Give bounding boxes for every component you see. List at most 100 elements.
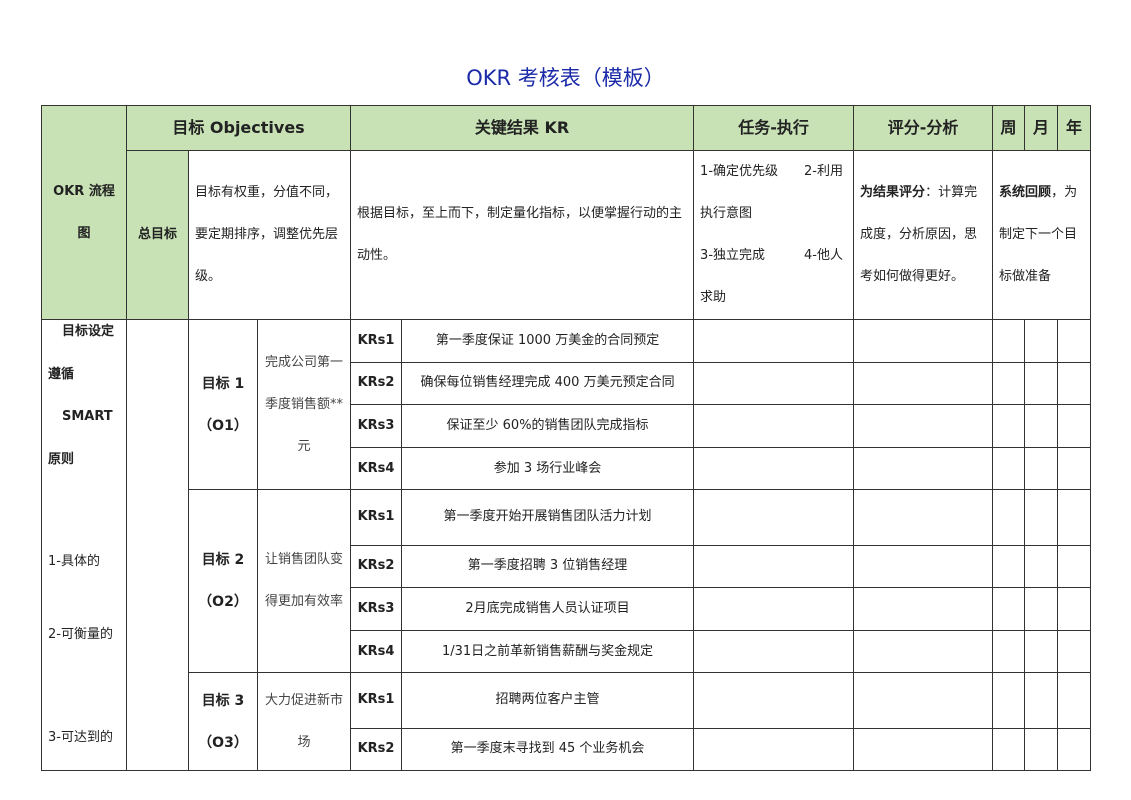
smart-line: 遵循 <box>48 366 75 382</box>
smart-line <box>48 492 120 522</box>
kr-text: 第一季度保证 1000 万美金的合同预定 <box>401 319 695 363</box>
tasks-description: 1-确定优先级 2-利用执行意图 3-独立完成 4-他人求助 <box>693 150 855 320</box>
kr-id: KRs1 <box>350 489 403 546</box>
objective-code: （O1） <box>198 417 248 434</box>
score-cell[interactable] <box>853 544 994 589</box>
task-cell[interactable] <box>693 446 855 491</box>
week-cell[interactable] <box>992 446 1026 491</box>
okr-flow-header: OKR 流程图 <box>41 105 127 320</box>
year-cell[interactable] <box>1057 544 1092 589</box>
objective-code: （O3） <box>198 734 248 751</box>
objective-name: 目标 1 <box>201 375 245 392</box>
table-row: 目标 2 （O2） 让销售团队变得更加有效率 KRs1 第一季度开始开展销售团队活力计划 <box>42 489 1092 674</box>
month-cell[interactable] <box>1024 544 1059 589</box>
kr-id: KRs3 <box>350 587 403 631</box>
kr-description: 根据目标，至上而下，制定量化指标，以便掌握行动的主动性。 <box>350 150 695 320</box>
year-cell[interactable] <box>1057 629 1092 674</box>
kr-text: 确保每位销售经理完成 400 万美元预定合同 <box>401 361 695 406</box>
kr-text: 2月底完成销售人员认证项目 <box>401 587 695 631</box>
kr-id: KRs2 <box>350 544 403 589</box>
kr-id: KRs1 <box>350 319 403 363</box>
week-cell[interactable] <box>992 361 1026 406</box>
week-cell[interactable] <box>992 672 1026 729</box>
smart-line: 目标设定 <box>62 324 115 339</box>
task-cell[interactable] <box>693 361 855 406</box>
task-cell[interactable] <box>693 727 855 772</box>
review-bold: 系统回顾 <box>999 185 1052 200</box>
week-cell[interactable] <box>992 629 1026 674</box>
score-text: ：计算完成度，分析原因，思考如何做得更好。 <box>860 185 978 284</box>
month-cell[interactable] <box>1024 727 1059 772</box>
score-description: 为结果评分：计算完成度，分析原因，思考如何做得更好。 <box>853 150 994 320</box>
score-header: 评分-分析 <box>853 105 994 151</box>
score-cell[interactable] <box>853 319 994 363</box>
score-cell[interactable] <box>853 446 994 491</box>
task-cell[interactable] <box>693 587 855 631</box>
year-header: 年 <box>1057 105 1092 151</box>
smart-line: 3-可达到的 <box>48 729 113 745</box>
table-row: KRs2 第一季度招聘 3 位销售经理 <box>42 544 1092 589</box>
total-goal-label: 总目标 <box>126 150 189 320</box>
week-cell[interactable] <box>992 544 1026 589</box>
smart-line <box>48 522 120 552</box>
year-cell[interactable] <box>1057 672 1092 729</box>
smart-line <box>48 698 120 728</box>
kr-text: 第一季度招聘 3 位销售经理 <box>401 544 695 589</box>
year-cell[interactable] <box>1057 727 1092 772</box>
score-cell[interactable] <box>853 489 994 546</box>
score-cell[interactable] <box>853 361 994 406</box>
objective-name: 目标 3 <box>201 692 245 709</box>
month-cell[interactable] <box>1024 404 1059 448</box>
objectives-header: 目标 Objectives <box>125 105 352 151</box>
task-cell[interactable] <box>693 319 855 363</box>
week-cell[interactable] <box>992 727 1026 772</box>
smart-line: 1-具体的 <box>48 554 100 570</box>
month-cell[interactable] <box>1024 446 1059 491</box>
month-cell[interactable] <box>1024 587 1059 631</box>
score-cell[interactable] <box>853 629 994 674</box>
tasks-header: 任务-执行 <box>693 105 855 151</box>
score-cell[interactable] <box>853 404 994 448</box>
month-cell[interactable] <box>1024 629 1059 674</box>
table-row: KRs3 2月底完成销售人员认证项目 <box>42 587 1092 631</box>
week-cell[interactable] <box>992 587 1026 631</box>
month-cell[interactable] <box>1024 361 1059 406</box>
smart-line <box>48 595 120 625</box>
objective-desc: 大力促进新市场 <box>256 672 352 772</box>
objective-label: 目标 1 （O1） <box>188 318 258 491</box>
kr-id: KRs2 <box>350 727 403 772</box>
okr-table: OKR 流程图 目标 Objectives 关键结果 KR 任务-执行 评分-分… <box>41 105 1092 772</box>
empty-cell <box>126 318 189 772</box>
table-row: 目标 3 （O3） 大力促进新市场 KRs1 招聘两位客户主管 <box>42 672 1092 772</box>
year-cell[interactable] <box>1057 361 1092 406</box>
objective-label: 目标 3 （O3） <box>188 672 258 772</box>
year-cell[interactable] <box>1057 319 1092 363</box>
month-cell[interactable] <box>1024 319 1059 363</box>
month-cell[interactable] <box>1024 672 1059 729</box>
year-cell[interactable] <box>1057 446 1092 491</box>
score-bold: 为结果评分 <box>860 185 926 200</box>
task-cell[interactable] <box>693 629 855 674</box>
month-cell[interactable] <box>1024 489 1059 546</box>
week-cell[interactable] <box>992 319 1026 363</box>
kr-id: KRs4 <box>350 446 403 491</box>
score-cell[interactable] <box>853 672 994 729</box>
kr-text: 参加 3 场行业峰会 <box>401 446 695 491</box>
kr-header: 关键结果 KR <box>350 105 695 151</box>
week-cell[interactable] <box>992 404 1026 448</box>
week-cell[interactable] <box>992 489 1026 546</box>
score-cell[interactable] <box>853 727 994 772</box>
year-cell[interactable] <box>1057 489 1092 546</box>
kr-text: 招聘两位客户主管 <box>401 672 695 729</box>
table-row: 目标设定 遵循 SMART 原则 1-具体的 2-可衡量的 3-可达到的 目标 1 （O1） 完成… <box>41 318 1092 772</box>
year-cell[interactable] <box>1057 587 1092 631</box>
year-cell[interactable] <box>1057 404 1092 448</box>
task-cell[interactable] <box>693 404 855 448</box>
kr-text: 1/31日之前革新销售薪酬与奖金规定 <box>401 629 695 674</box>
score-cell[interactable] <box>853 587 994 631</box>
task-cell[interactable] <box>693 544 855 589</box>
objective-name: 目标 2 <box>201 552 245 569</box>
objective-code: （O2） <box>198 594 248 611</box>
task-cell[interactable] <box>693 672 855 729</box>
task-cell[interactable] <box>693 489 855 546</box>
